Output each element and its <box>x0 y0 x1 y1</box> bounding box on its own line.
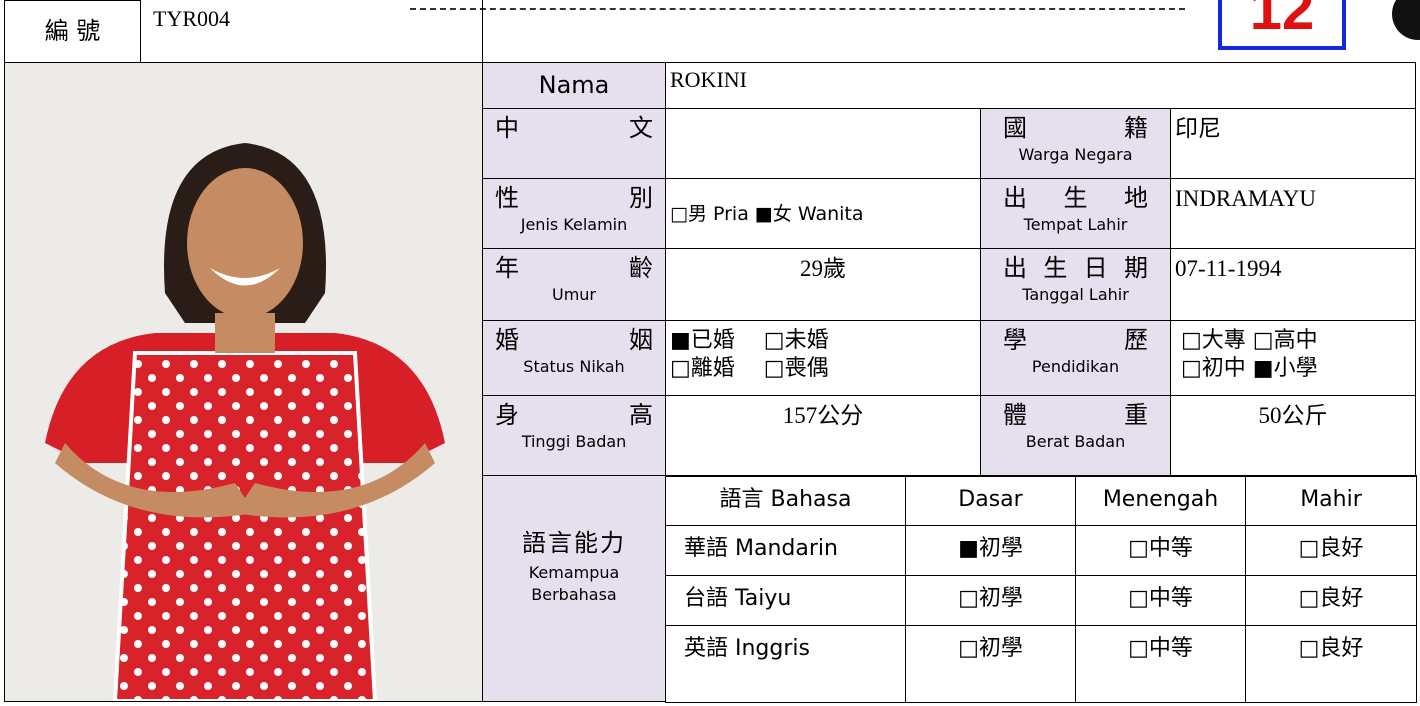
field-value: 印尼 <box>1170 108 1416 179</box>
value-text: INDRAMAYU <box>1175 186 1316 211</box>
field-label: 體 重 Berat Badan <box>980 395 1171 477</box>
label-id: Tinggi Badan <box>521 432 627 451</box>
label-id: Kemampua Berbahasa <box>528 563 620 604</box>
language-header: 語言 Bahasa <box>665 475 906 526</box>
field-label: 婚 姻 Status Nikah <box>482 320 666 396</box>
language-header: Dasar <box>905 475 1076 526</box>
language-header: Menengah <box>1075 475 1246 526</box>
language-cell: □良好 <box>1245 575 1417 626</box>
language-cell: □中等 <box>1075 625 1246 703</box>
label-zh: 出生日期 <box>1003 254 1148 282</box>
field-label: 身 高 Tinggi Badan <box>482 395 666 477</box>
label-id: Tempat Lahir <box>1023 215 1128 234</box>
label-id: Warga Negara <box>1018 145 1133 164</box>
value-line: □大專 □高中 <box>1181 328 1318 353</box>
field-label: 學 歷 Pendidikan <box>980 320 1171 396</box>
language-cell: 華語 Mandarin <box>665 525 906 576</box>
field-value: 50公斤 <box>1170 395 1416 477</box>
value-line: □初中 ■小學 <box>1181 356 1318 381</box>
language-cell: □良好 <box>1245 625 1417 703</box>
label-zh: 出 生 地 <box>1003 184 1148 212</box>
language-cell: 台語 Taiyu <box>665 575 906 626</box>
value-text: 29歲 <box>800 256 846 281</box>
name-label: Nama <box>482 62 666 109</box>
id-label: 編 號 <box>4 0 141 63</box>
label-id: Umur <box>551 285 596 304</box>
language-cell: □中等 <box>1075 575 1246 626</box>
label-zh: 年 齡 <box>495 254 653 282</box>
photo <box>4 62 483 702</box>
label-id: Pendidikan <box>1031 357 1120 376</box>
label-zh: 婚 姻 <box>495 326 653 354</box>
value-text: 印尼 <box>1175 116 1221 141</box>
value-line: □離婚 □喪偶 <box>670 356 829 381</box>
field-value: 07-11-1994 <box>1170 248 1416 321</box>
language-header: Mahir <box>1245 475 1417 526</box>
label-id: Status Nikah <box>523 357 625 376</box>
field-label: 中 文 <box>482 108 666 179</box>
label-zh: 語言能力 <box>522 529 626 557</box>
label-zh: 中 文 <box>495 114 653 142</box>
value-text: 157公分 <box>782 403 864 428</box>
field-label: 國 籍 Warga Negara <box>980 108 1171 179</box>
value-line: ■已婚 □未婚 <box>670 328 829 353</box>
label-zh: 性 別 <box>495 184 653 212</box>
value-text: □男 Pria ■女 Wanita <box>670 202 864 225</box>
field-value: □男 Pria ■女 Wanita <box>665 178 981 249</box>
field-label: 性 別 Jenis Kelamin <box>482 178 666 249</box>
language-cell: □良好 <box>1245 525 1417 576</box>
field-value: INDRAMAYU <box>1170 178 1416 249</box>
field-label: 出生日期 Tanggal Lahir <box>980 248 1171 321</box>
label-zh: 體 重 <box>1003 401 1148 429</box>
language-cell: □中等 <box>1075 525 1246 576</box>
value-text: 07-11-1994 <box>1175 256 1282 281</box>
language-cell: 英語 Inggris <box>665 625 906 703</box>
field-value: □大專 □高中 □初中 ■小學 <box>1170 320 1416 396</box>
number-box: 12 <box>1218 0 1346 50</box>
photo-image <box>5 63 482 701</box>
label-zh: 學 歷 <box>1003 326 1148 354</box>
id-value: TYR004 <box>140 0 483 63</box>
label-id: Jenis Kelamin <box>520 215 628 234</box>
field-label: 年 齡 Umur <box>482 248 666 321</box>
name-value: ROKINI <box>665 62 1416 109</box>
field-value: 29歲 <box>665 248 981 321</box>
language-cell: ■初學 <box>905 525 1076 576</box>
label-id: Tanggal Lahir <box>1022 285 1129 304</box>
field-value: 157公分 <box>665 395 981 477</box>
language-cell: □初學 <box>905 575 1076 626</box>
field-label: 出 生 地 Tempat Lahir <box>980 178 1171 249</box>
value-text: 50公斤 <box>1258 403 1328 428</box>
label-zh: 身 高 <box>495 401 653 429</box>
field-value <box>665 108 981 179</box>
field-value: ■已婚 □未婚 □離婚 □喪偶 <box>665 320 981 396</box>
label-zh: 國 籍 <box>1003 114 1148 142</box>
language-label: 語言能力 Kemampua Berbahasa <box>482 475 666 702</box>
label-id: Berat Badan <box>1025 432 1126 451</box>
language-cell: □初學 <box>905 625 1076 703</box>
